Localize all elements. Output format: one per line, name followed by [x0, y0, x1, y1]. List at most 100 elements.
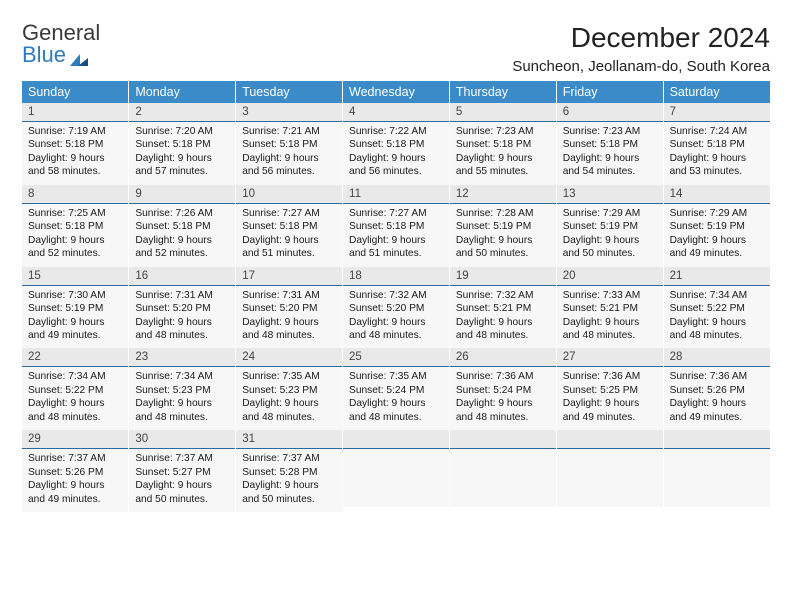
daylight-line: Daylight: 9 hours and 48 minutes. — [349, 316, 443, 343]
daylight-line: Daylight: 9 hours and 49 minutes. — [28, 316, 122, 343]
sunset-line: Sunset: 5:18 PM — [28, 138, 122, 151]
calendar-cell: 17Sunrise: 7:31 AMSunset: 5:20 PMDayligh… — [236, 267, 343, 349]
day-body: Sunrise: 7:37 AMSunset: 5:27 PMDaylight:… — [129, 449, 235, 512]
calendar-cell: 15Sunrise: 7:30 AMSunset: 5:19 PMDayligh… — [22, 267, 129, 349]
day-body: Sunrise: 7:29 AMSunset: 5:19 PMDaylight:… — [664, 204, 770, 267]
col-friday: Friday — [556, 81, 663, 103]
sunrise-line: Sunrise: 7:32 AM — [456, 289, 550, 302]
day-body: Sunrise: 7:26 AMSunset: 5:18 PMDaylight:… — [129, 204, 235, 267]
col-saturday: Saturday — [663, 81, 770, 103]
day-number: 30 — [129, 430, 235, 449]
calendar-cell: 5Sunrise: 7:23 AMSunset: 5:18 PMDaylight… — [449, 103, 556, 185]
sunset-line: Sunset: 5:27 PM — [135, 466, 229, 479]
day-body: Sunrise: 7:22 AMSunset: 5:18 PMDaylight:… — [343, 122, 449, 185]
day-body: Sunrise: 7:34 AMSunset: 5:22 PMDaylight:… — [664, 286, 770, 349]
day-number: 23 — [129, 348, 235, 367]
sunrise-line: Sunrise: 7:30 AM — [28, 289, 122, 302]
col-tuesday: Tuesday — [236, 81, 343, 103]
calendar-table: Sunday Monday Tuesday Wednesday Thursday… — [22, 81, 770, 512]
sunset-line: Sunset: 5:18 PM — [349, 220, 443, 233]
day-body: Sunrise: 7:27 AMSunset: 5:18 PMDaylight:… — [343, 204, 449, 267]
day-body: Sunrise: 7:34 AMSunset: 5:23 PMDaylight:… — [129, 367, 235, 430]
sunrise-line: Sunrise: 7:27 AM — [242, 207, 336, 220]
day-body: Sunrise: 7:37 AMSunset: 5:26 PMDaylight:… — [22, 449, 128, 512]
day-body: Sunrise: 7:33 AMSunset: 5:21 PMDaylight:… — [557, 286, 663, 349]
daylight-line: Daylight: 9 hours and 49 minutes. — [670, 397, 764, 424]
calendar-cell: 2Sunrise: 7:20 AMSunset: 5:18 PMDaylight… — [129, 103, 236, 185]
daylight-line: Daylight: 9 hours and 48 minutes. — [563, 316, 657, 343]
sunset-line: Sunset: 5:18 PM — [28, 220, 122, 233]
daylight-line: Daylight: 9 hours and 48 minutes. — [349, 397, 443, 424]
sunset-line: Sunset: 5:19 PM — [670, 220, 764, 233]
daylight-line: Daylight: 9 hours and 49 minutes. — [563, 397, 657, 424]
day-body: Sunrise: 7:24 AMSunset: 5:18 PMDaylight:… — [664, 122, 770, 185]
header: General Blue December 2024 Suncheon, Jeo… — [22, 22, 770, 75]
day-number: 8 — [22, 185, 128, 204]
sunrise-line: Sunrise: 7:22 AM — [349, 125, 443, 138]
calendar-cell: 12Sunrise: 7:28 AMSunset: 5:19 PMDayligh… — [449, 185, 556, 267]
sunrise-line: Sunrise: 7:20 AM — [135, 125, 229, 138]
sunrise-line: Sunrise: 7:36 AM — [456, 370, 550, 383]
sunset-line: Sunset: 5:19 PM — [28, 302, 122, 315]
calendar-row: 1Sunrise: 7:19 AMSunset: 5:18 PMDaylight… — [22, 103, 770, 185]
sunset-line: Sunset: 5:20 PM — [349, 302, 443, 315]
sunset-line: Sunset: 5:21 PM — [563, 302, 657, 315]
sunset-line: Sunset: 5:19 PM — [563, 220, 657, 233]
sunrise-line: Sunrise: 7:31 AM — [135, 289, 229, 302]
day-body: Sunrise: 7:28 AMSunset: 5:19 PMDaylight:… — [450, 204, 556, 267]
sunrise-line: Sunrise: 7:31 AM — [242, 289, 336, 302]
calendar-cell: 27Sunrise: 7:36 AMSunset: 5:25 PMDayligh… — [556, 348, 663, 430]
daylight-line: Daylight: 9 hours and 55 minutes. — [456, 152, 550, 179]
daylight-line: Daylight: 9 hours and 58 minutes. — [28, 152, 122, 179]
col-thursday: Thursday — [449, 81, 556, 103]
day-number: 25 — [343, 348, 449, 367]
sunset-line: Sunset: 5:23 PM — [242, 384, 336, 397]
sunrise-line: Sunrise: 7:21 AM — [242, 125, 336, 138]
day-number: 17 — [236, 267, 342, 286]
calendar-cell: 25Sunrise: 7:35 AMSunset: 5:24 PMDayligh… — [343, 348, 450, 430]
calendar-cell: 11Sunrise: 7:27 AMSunset: 5:18 PMDayligh… — [343, 185, 450, 267]
col-wednesday: Wednesday — [343, 81, 450, 103]
calendar-cell: 3Sunrise: 7:21 AMSunset: 5:18 PMDaylight… — [236, 103, 343, 185]
day-body: Sunrise: 7:30 AMSunset: 5:19 PMDaylight:… — [22, 286, 128, 349]
daylight-line: Daylight: 9 hours and 49 minutes. — [670, 234, 764, 261]
sunrise-line: Sunrise: 7:25 AM — [28, 207, 122, 220]
calendar-cell: 16Sunrise: 7:31 AMSunset: 5:20 PMDayligh… — [129, 267, 236, 349]
day-number — [343, 430, 449, 449]
daylight-line: Daylight: 9 hours and 48 minutes. — [28, 397, 122, 424]
sunset-line: Sunset: 5:25 PM — [563, 384, 657, 397]
sunset-line: Sunset: 5:20 PM — [242, 302, 336, 315]
sunrise-line: Sunrise: 7:36 AM — [670, 370, 764, 383]
day-number: 5 — [450, 103, 556, 122]
sunrise-line: Sunrise: 7:26 AM — [135, 207, 229, 220]
day-number: 7 — [664, 103, 770, 122]
calendar-cell: 1Sunrise: 7:19 AMSunset: 5:18 PMDaylight… — [22, 103, 129, 185]
day-body: Sunrise: 7:37 AMSunset: 5:28 PMDaylight:… — [236, 449, 342, 512]
day-body — [450, 449, 556, 507]
sunrise-line: Sunrise: 7:23 AM — [563, 125, 657, 138]
daylight-line: Daylight: 9 hours and 49 minutes. — [28, 479, 122, 506]
sunset-line: Sunset: 5:22 PM — [670, 302, 764, 315]
calendar-cell: 14Sunrise: 7:29 AMSunset: 5:19 PMDayligh… — [663, 185, 770, 267]
daylight-line: Daylight: 9 hours and 50 minutes. — [242, 479, 336, 506]
month-title: December 2024 — [512, 22, 770, 54]
daylight-line: Daylight: 9 hours and 50 minutes. — [563, 234, 657, 261]
sunset-line: Sunset: 5:18 PM — [670, 138, 764, 151]
day-number: 27 — [557, 348, 663, 367]
day-body: Sunrise: 7:32 AMSunset: 5:21 PMDaylight:… — [450, 286, 556, 349]
title-block: December 2024 Suncheon, Jeollanam-do, So… — [512, 22, 770, 75]
day-number: 3 — [236, 103, 342, 122]
logo-line1: General — [22, 22, 100, 44]
sunrise-line: Sunrise: 7:37 AM — [242, 452, 336, 465]
day-body: Sunrise: 7:23 AMSunset: 5:18 PMDaylight:… — [557, 122, 663, 185]
day-body: Sunrise: 7:32 AMSunset: 5:20 PMDaylight:… — [343, 286, 449, 349]
calendar-cell: 4Sunrise: 7:22 AMSunset: 5:18 PMDaylight… — [343, 103, 450, 185]
calendar-cell: 26Sunrise: 7:36 AMSunset: 5:24 PMDayligh… — [449, 348, 556, 430]
day-number: 28 — [664, 348, 770, 367]
calendar-cell: 22Sunrise: 7:34 AMSunset: 5:22 PMDayligh… — [22, 348, 129, 430]
day-number: 12 — [450, 185, 556, 204]
day-body: Sunrise: 7:36 AMSunset: 5:26 PMDaylight:… — [664, 367, 770, 430]
calendar-cell — [663, 430, 770, 512]
day-body: Sunrise: 7:27 AMSunset: 5:18 PMDaylight:… — [236, 204, 342, 267]
day-number: 13 — [557, 185, 663, 204]
